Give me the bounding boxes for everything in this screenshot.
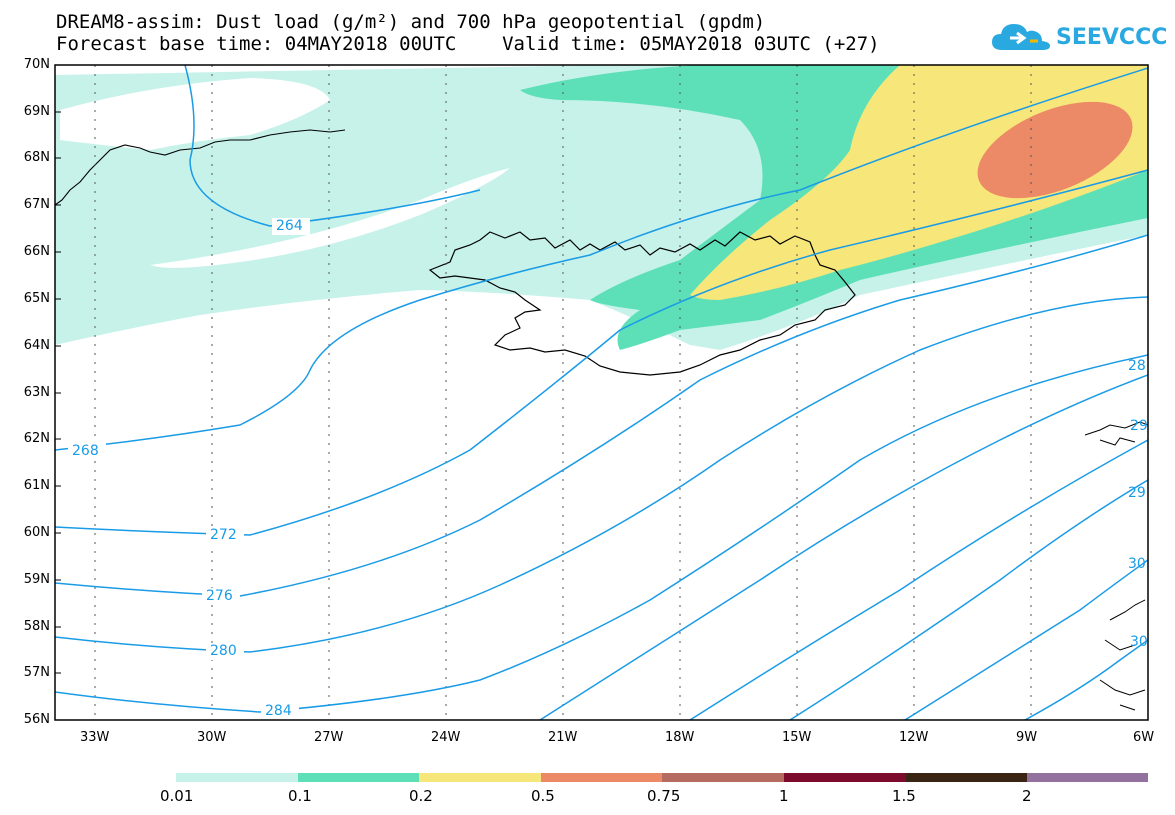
- lon-label: 18W: [665, 730, 695, 745]
- colorbar-label: 0.1: [288, 787, 312, 805]
- contour-label: 264: [276, 218, 303, 234]
- cloud-icon: [992, 24, 1050, 50]
- coastline-faroe-shetland: [1084, 421, 1149, 711]
- colorbar-label: 0.2: [409, 787, 433, 805]
- lon-label: 12W: [899, 730, 929, 745]
- lat-label: 56N: [23, 712, 50, 727]
- coastline-iceland: [428, 231, 856, 376]
- lat-label: 59N: [23, 572, 50, 587]
- contour-label: 29: [1130, 418, 1148, 434]
- graticule: [94, 65, 1032, 720]
- contour-label: 284: [265, 703, 292, 719]
- map-subtitle: Forecast base time: 04MAY2018 00UTC Vali…: [56, 33, 880, 55]
- lat-label: 61N: [23, 478, 50, 493]
- lat-label: 63N: [23, 385, 50, 400]
- colorbar: [176, 773, 1148, 782]
- lat-label: 57N: [23, 665, 50, 680]
- lon-label: 9W: [1016, 730, 1038, 745]
- lon-label: 33W: [80, 730, 110, 745]
- lat-label: 70N: [23, 57, 50, 72]
- contour-label: 280: [210, 643, 237, 659]
- lon-label: 6W: [1133, 730, 1155, 745]
- lat-label: 60N: [23, 525, 50, 540]
- dust-area-0.5: [977, 101, 1133, 199]
- lat-label: 58N: [23, 619, 50, 634]
- colorbar-label: 0.5: [531, 787, 555, 805]
- lon-label: 30W: [197, 730, 227, 745]
- map-title: DREAM8-assim: Dust load (g/m²) and 700 h…: [56, 11, 766, 33]
- contour-label: 268: [72, 443, 99, 459]
- contour-label: 28: [1128, 358, 1146, 374]
- clear-area: [60, 78, 330, 150]
- lat-label: 66N: [23, 244, 50, 259]
- lat-label: 64N: [23, 338, 50, 353]
- contour-label: 30: [1130, 634, 1148, 650]
- colorbar-label: 0.01: [160, 787, 194, 805]
- lat-label: 69N: [23, 104, 50, 119]
- contour-label: 272: [210, 527, 237, 543]
- coastline-greenland: [54, 129, 346, 206]
- contour-label: 276: [206, 588, 233, 604]
- lon-label: 24W: [431, 730, 461, 745]
- contour-label: 29: [1128, 485, 1146, 501]
- lon-label: 21W: [548, 730, 578, 745]
- logo-text: SEEVCCC: [1056, 25, 1168, 50]
- colorbar-label: 2: [1022, 787, 1032, 805]
- lat-label: 67N: [23, 197, 50, 212]
- colorbar-label: 0.75: [647, 787, 681, 805]
- lon-label: 15W: [782, 730, 812, 745]
- colorbar-label: 1: [779, 787, 789, 805]
- lat-label: 62N: [23, 431, 50, 446]
- lon-label: 27W: [314, 730, 344, 745]
- colorbar-label: 1.5: [892, 787, 916, 805]
- clear-area: [55, 299, 590, 400]
- lat-label: 68N: [23, 150, 50, 165]
- lat-label: 65N: [23, 291, 50, 306]
- contour-label: 30: [1128, 556, 1146, 572]
